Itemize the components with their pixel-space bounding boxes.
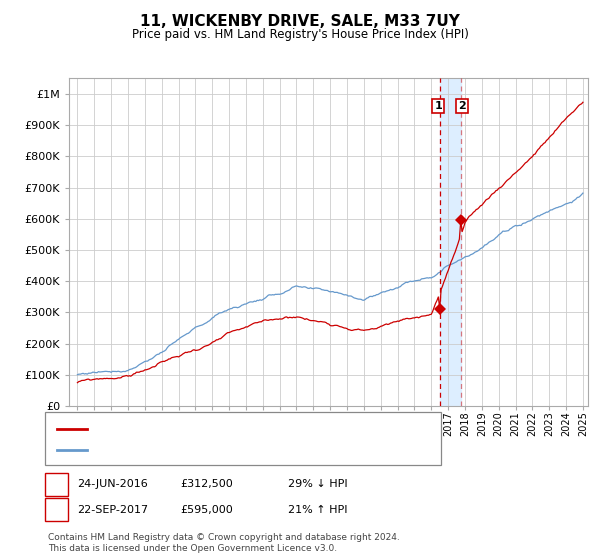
Text: £595,000: £595,000 — [180, 505, 233, 515]
Text: 29% ↓ HPI: 29% ↓ HPI — [288, 479, 347, 489]
Text: 1: 1 — [434, 101, 442, 111]
Text: 24-JUN-2016: 24-JUN-2016 — [77, 479, 148, 489]
Text: 2: 2 — [458, 101, 466, 111]
Text: 11, WICKENBY DRIVE, SALE, M33 7UY: 11, WICKENBY DRIVE, SALE, M33 7UY — [140, 14, 460, 29]
Text: HPI: Average price, detached house, Trafford: HPI: Average price, detached house, Traf… — [94, 445, 328, 455]
Text: Price paid vs. HM Land Registry's House Price Index (HPI): Price paid vs. HM Land Registry's House … — [131, 28, 469, 41]
Text: 22-SEP-2017: 22-SEP-2017 — [77, 505, 148, 515]
Text: 2: 2 — [53, 505, 60, 515]
Text: 11, WICKENBY DRIVE, SALE, M33 7UY (detached house): 11, WICKENBY DRIVE, SALE, M33 7UY (detac… — [94, 424, 383, 433]
Text: 1: 1 — [53, 479, 60, 489]
Text: 21% ↑ HPI: 21% ↑ HPI — [288, 505, 347, 515]
Text: £312,500: £312,500 — [180, 479, 233, 489]
Bar — [440, 78, 461, 406]
Text: Contains HM Land Registry data © Crown copyright and database right 2024.
This d: Contains HM Land Registry data © Crown c… — [48, 533, 400, 553]
